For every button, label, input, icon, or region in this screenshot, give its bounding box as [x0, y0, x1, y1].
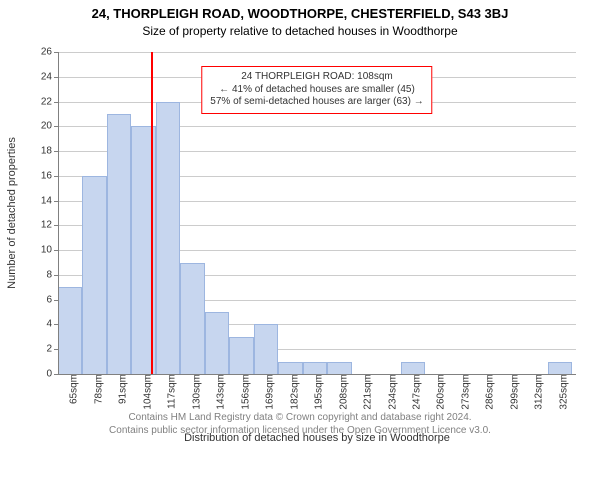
callouts: 24 THORPLEIGH ROAD: 108sqm ← 41% of deta… [58, 52, 576, 374]
x-tick-label: 234sqm [381, 374, 398, 410]
callout-line-1: 24 THORPLEIGH ROAD: 108sqm [210, 71, 423, 84]
chart-area: 02468101214161820222426 65sqm78sqm91sqm1… [58, 52, 576, 374]
x-tick-label: 78sqm [87, 374, 104, 404]
footnote-line-1: Contains HM Land Registry data © Crown c… [128, 412, 471, 423]
x-tick-label: 195sqm [308, 374, 325, 410]
callout-line-3: 57% of semi-detached houses are larger (… [210, 96, 423, 109]
x-tick-label: 247sqm [406, 374, 423, 410]
x-tick-label: 65sqm [63, 374, 80, 404]
chart-subtitle: Size of property relative to detached ho… [0, 22, 600, 38]
x-tick-label: 312sqm [528, 374, 545, 410]
x-tick-label: 286sqm [479, 374, 496, 410]
marker-line [151, 52, 153, 374]
x-axis-line [58, 374, 576, 375]
x-tick-label: 182sqm [283, 374, 300, 410]
x-tick-label: 273sqm [454, 374, 471, 410]
x-tick-label: 325sqm [552, 374, 569, 410]
x-tick-label: 156sqm [234, 374, 251, 410]
x-tick-label: 299sqm [503, 374, 520, 410]
x-tick-label: 221sqm [357, 374, 374, 410]
x-tick-label: 208sqm [332, 374, 349, 410]
footnote-line-2: Contains public sector information licen… [109, 425, 491, 436]
x-tick-label: 169sqm [259, 374, 276, 410]
footnote: Contains HM Land Registry data © Crown c… [0, 412, 600, 437]
x-tick-label: 260sqm [430, 374, 447, 410]
x-tick-label: 143sqm [210, 374, 227, 410]
x-tick-label: 117sqm [161, 374, 178, 409]
y-axis-title: Number of detached properties [6, 52, 18, 374]
x-tick-label: 104sqm [136, 374, 153, 410]
x-tick-label: 130sqm [185, 374, 202, 410]
callout-line-2: ← 41% of detached houses are smaller (45… [210, 84, 423, 97]
callout-box: 24 THORPLEIGH ROAD: 108sqm ← 41% of deta… [201, 66, 432, 114]
x-tick-label: 91sqm [112, 374, 129, 404]
chart-title: 24, THORPLEIGH ROAD, WOODTHORPE, CHESTER… [0, 0, 600, 22]
